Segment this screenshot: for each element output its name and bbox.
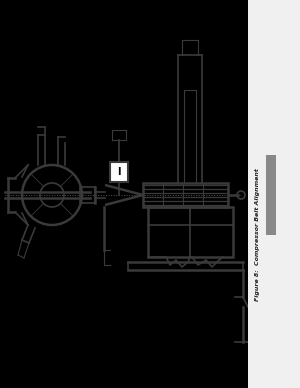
- Text: Figure 8:  Compressor Belt Alignment: Figure 8: Compressor Belt Alignment: [256, 168, 260, 301]
- Bar: [266, 155, 276, 235]
- Bar: [143, 183, 228, 207]
- Bar: [248, 0, 300, 388]
- Bar: [110, 162, 128, 182]
- Bar: [148, 207, 233, 257]
- Text: I: I: [117, 167, 121, 177]
- Bar: [80, 187, 95, 203]
